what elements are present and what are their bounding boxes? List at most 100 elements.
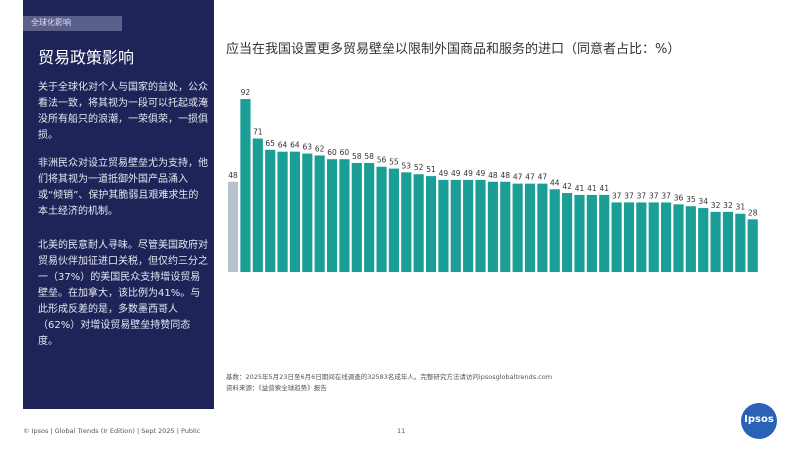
bar-value-label: 32 xyxy=(723,201,733,210)
bar-value-label: 35 xyxy=(686,195,696,204)
bar-value-label: 41 xyxy=(599,184,609,193)
base-note: 基数：2025年5月23日至6月6日期间在线调查的32583名成年人。完整研究方… xyxy=(226,373,553,381)
bar xyxy=(636,202,647,272)
bar-value-label: 62 xyxy=(315,144,325,153)
bar-value-label: 49 xyxy=(463,169,473,178)
bar xyxy=(450,179,461,272)
bar-value-label: 37 xyxy=(661,191,671,200)
bar xyxy=(611,202,622,272)
bar-value-label: 63 xyxy=(303,143,313,152)
bar xyxy=(661,202,672,272)
bar-value-label: 52 xyxy=(414,163,424,172)
bar xyxy=(599,194,610,272)
bar xyxy=(673,204,684,272)
bar xyxy=(289,151,301,272)
bar xyxy=(302,153,313,272)
bar xyxy=(401,172,412,272)
bar xyxy=(487,181,498,272)
bar-value-label: 64 xyxy=(290,141,300,150)
bar xyxy=(685,206,696,272)
bar xyxy=(463,179,474,272)
bar xyxy=(524,183,536,272)
bar xyxy=(698,208,709,272)
sidebar-paragraph-2: 非洲民众对设立贸易壁垒尤为支持，他们将其视为一道抵御外国产品涌入或“倾销”、保护… xyxy=(38,158,208,217)
page-number: 11 xyxy=(397,427,406,435)
bar xyxy=(376,166,387,272)
bar xyxy=(351,162,362,272)
bar-value-label: 65 xyxy=(265,139,275,148)
bar xyxy=(326,159,338,272)
bar xyxy=(277,151,288,272)
chart-title: 应当在我国设置更多贸易壁垒以限制外国商品和服务的进口（同意者占比：%） xyxy=(226,42,681,57)
bar-value-label: 37 xyxy=(624,191,634,200)
bar xyxy=(240,99,251,272)
bar xyxy=(500,181,511,272)
footer-copyright: © Ipsos | Global Trends (Ir Edition) | S… xyxy=(23,427,201,435)
bar-value-label: 53 xyxy=(402,161,412,170)
bar-value-label: 60 xyxy=(327,148,337,157)
bar-value-label: 48 xyxy=(228,171,238,180)
bar xyxy=(623,202,635,272)
bar-value-label: 36 xyxy=(674,193,684,202)
bar-value-label: 28 xyxy=(748,208,758,217)
bar-value-label: 44 xyxy=(550,178,560,187)
source-notes: 基数：2025年5月23日至6月6日期间在线调查的32583名成年人。完整研究方… xyxy=(226,372,552,394)
bar-value-label: 55 xyxy=(389,158,399,167)
bar-value-label: 37 xyxy=(637,191,647,200)
bar-value-label: 58 xyxy=(364,152,374,161)
bar-value-label: 71 xyxy=(253,128,263,137)
bar xyxy=(252,138,263,272)
section-tag: 全球化影响 xyxy=(23,16,122,31)
bar-value-label: 48 xyxy=(500,171,510,180)
section-tag-label: 全球化影响 xyxy=(31,18,71,27)
bar xyxy=(710,211,721,272)
bar xyxy=(574,194,585,272)
bar-value-label: 58 xyxy=(352,152,362,161)
bar xyxy=(512,183,523,272)
sidebar-paragraph-1: 关于全球化对个人与国家的益处，公众看法一致，将其视为一段可以托起或淹没所有船只的… xyxy=(38,82,208,141)
bar xyxy=(314,155,325,272)
bar-value-label: 49 xyxy=(451,169,461,178)
bar-value-label: 49 xyxy=(439,169,449,178)
bar xyxy=(413,174,424,272)
bar-value-label: 60 xyxy=(340,148,350,157)
logo-text: Ipsos xyxy=(744,414,774,425)
bar xyxy=(735,213,746,272)
bar-value-label: 37 xyxy=(612,191,622,200)
bar-value-label: 48 xyxy=(488,171,498,180)
bar-value-label: 49 xyxy=(476,169,486,178)
bar xyxy=(747,219,758,272)
bar-value-label: 47 xyxy=(513,173,523,182)
bar-value-label: 92 xyxy=(241,88,251,97)
bar-value-label: 47 xyxy=(538,173,548,182)
bar xyxy=(388,168,399,272)
sidebar-title: 贸易政策影响 xyxy=(38,48,135,67)
bar xyxy=(265,149,276,272)
bar xyxy=(648,202,659,272)
bar xyxy=(364,162,375,272)
bar xyxy=(339,159,350,272)
bar xyxy=(722,211,734,272)
bar-value-label: 56 xyxy=(377,156,387,165)
sidebar-paragraph-3: 北美的民意耐人寻味。尽管美国政府对贸易伙伴加征进口关税，但仅约三分之一（37%）… xyxy=(38,240,208,347)
bar-value-label: 34 xyxy=(698,197,708,206)
bar-value-label: 41 xyxy=(587,184,597,193)
bar-value-label: 37 xyxy=(649,191,659,200)
bar-value-label: 47 xyxy=(525,173,535,182)
source-note: 资料来源：《益普索全球趋势》报告 xyxy=(226,384,327,392)
bar xyxy=(586,194,597,272)
bar xyxy=(562,193,573,272)
bar-value-label: 32 xyxy=(711,201,721,210)
bar-value-label: 31 xyxy=(736,203,746,212)
bar xyxy=(475,179,486,272)
sidebar-panel xyxy=(23,0,214,409)
bar xyxy=(425,176,437,272)
bar xyxy=(549,189,560,272)
bar-value-label: 64 xyxy=(278,141,288,150)
bar-value-label: 51 xyxy=(426,165,436,174)
bar xyxy=(438,179,449,272)
bar xyxy=(537,183,548,272)
ipsos-logo: Ipsos xyxy=(741,403,777,439)
bar xyxy=(228,181,239,272)
